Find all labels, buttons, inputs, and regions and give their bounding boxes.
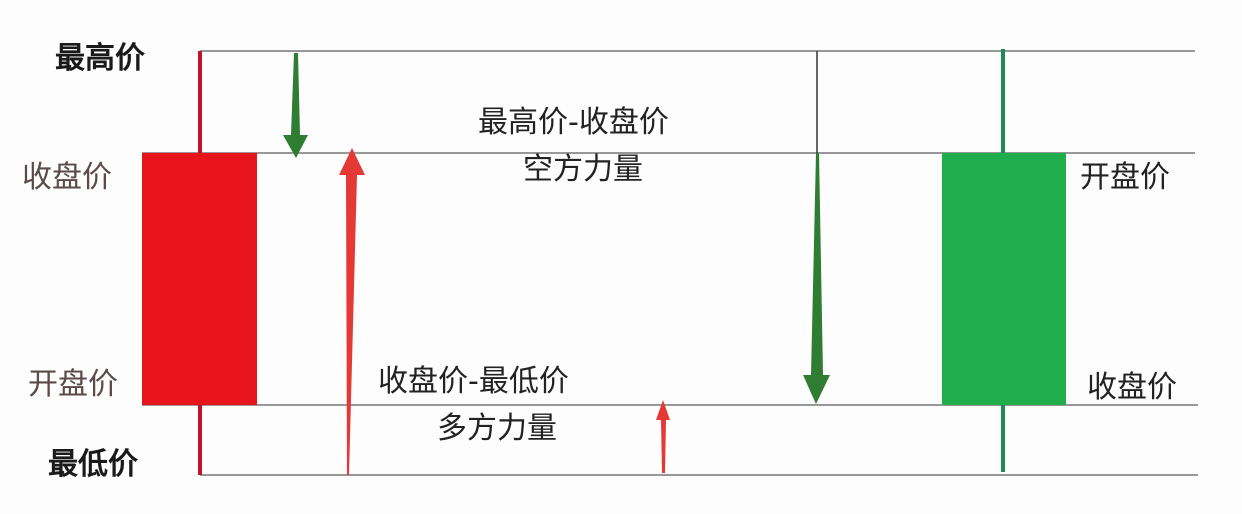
small-green-down-arrow — [283, 53, 308, 158]
large-green-down-arrow — [803, 153, 830, 404]
lower-formula: 收盘价-最低价 — [378, 364, 569, 399]
upper-formula: 最高价-收盘价 — [478, 105, 669, 140]
label-close-price-left: 收盘价 — [22, 160, 112, 195]
label-open-price-right: 开盘价 — [1080, 160, 1170, 195]
label-low-price: 最低价 — [48, 447, 138, 482]
green-candle-body — [942, 153, 1066, 405]
red-candle-body — [142, 153, 257, 405]
upper-meaning: 空方力量 — [523, 152, 643, 187]
small-red-up-arrow — [656, 400, 670, 473]
large-red-up-arrow — [339, 148, 365, 475]
label-close-price-right: 收盘价 — [1087, 370, 1177, 405]
label-high-price: 最高价 — [55, 41, 145, 76]
label-open-price-left: 开盘价 — [28, 367, 118, 402]
lower-meaning: 多方力量 — [437, 411, 557, 446]
